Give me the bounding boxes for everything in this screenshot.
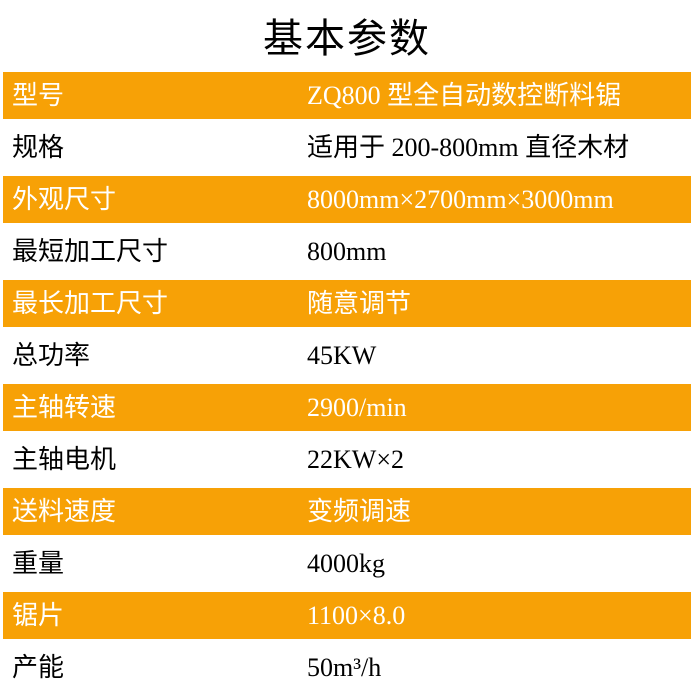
table-row: 主轴转速 2900/min [0, 382, 694, 434]
row-value: 1100×8.0 [307, 601, 406, 630]
row-label: 产能 [12, 653, 65, 682]
row-label: 锯片 [12, 601, 65, 630]
row-value: 适用于 200-800mm 直径木材 [307, 133, 630, 162]
row-value: 4000kg [307, 549, 385, 578]
table-row: 主轴电机 22KW×2 [0, 434, 694, 486]
row-value: 随意调节 [307, 289, 412, 318]
row-label: 送料速度 [12, 497, 117, 526]
table-row: 最长加工尺寸 随意调节 [0, 278, 694, 330]
row-label: 主轴转速 [12, 393, 117, 422]
table-row: 规格 适用于 200-800mm 直径木材 [0, 122, 694, 174]
row-label: 重量 [12, 549, 65, 578]
table-row: 产能 50m³/h [0, 642, 694, 694]
spec-table: 型号 ZQ800 型全自动数控断料锯 规格 适用于 200-800mm 直径木材… [0, 70, 694, 694]
row-value: 8000mm×2700mm×3000mm [307, 185, 614, 214]
table-row: 最短加工尺寸 800mm [0, 226, 694, 278]
page-title: 基本参数 [263, 16, 431, 61]
row-label: 规格 [12, 133, 65, 162]
row-value: 45KW [307, 341, 377, 370]
row-value: 50m³/h [307, 653, 382, 682]
row-label: 最长加工尺寸 [12, 289, 169, 318]
row-value: 22KW×2 [307, 445, 404, 474]
row-label: 最短加工尺寸 [12, 237, 169, 266]
row-value: 变频调速 [307, 497, 412, 526]
table-row: 送料速度 变频调速 [0, 486, 694, 538]
table-row: 外观尺寸 8000mm×2700mm×3000mm [0, 174, 694, 226]
table-row: 重量 4000kg [0, 538, 694, 590]
row-value: 2900/min [307, 393, 407, 422]
row-value: 800mm [307, 237, 387, 266]
table-row: 锯片 1100×8.0 [0, 590, 694, 642]
row-label: 外观尺寸 [12, 185, 117, 214]
row-label: 主轴电机 [12, 445, 117, 474]
row-value: ZQ800 型全自动数控断料锯 [307, 81, 622, 110]
table-row: 型号 ZQ800 型全自动数控断料锯 [0, 70, 694, 122]
table-row: 总功率 45KW [0, 330, 694, 382]
row-label: 型号 [12, 81, 65, 110]
row-label: 总功率 [12, 341, 91, 370]
